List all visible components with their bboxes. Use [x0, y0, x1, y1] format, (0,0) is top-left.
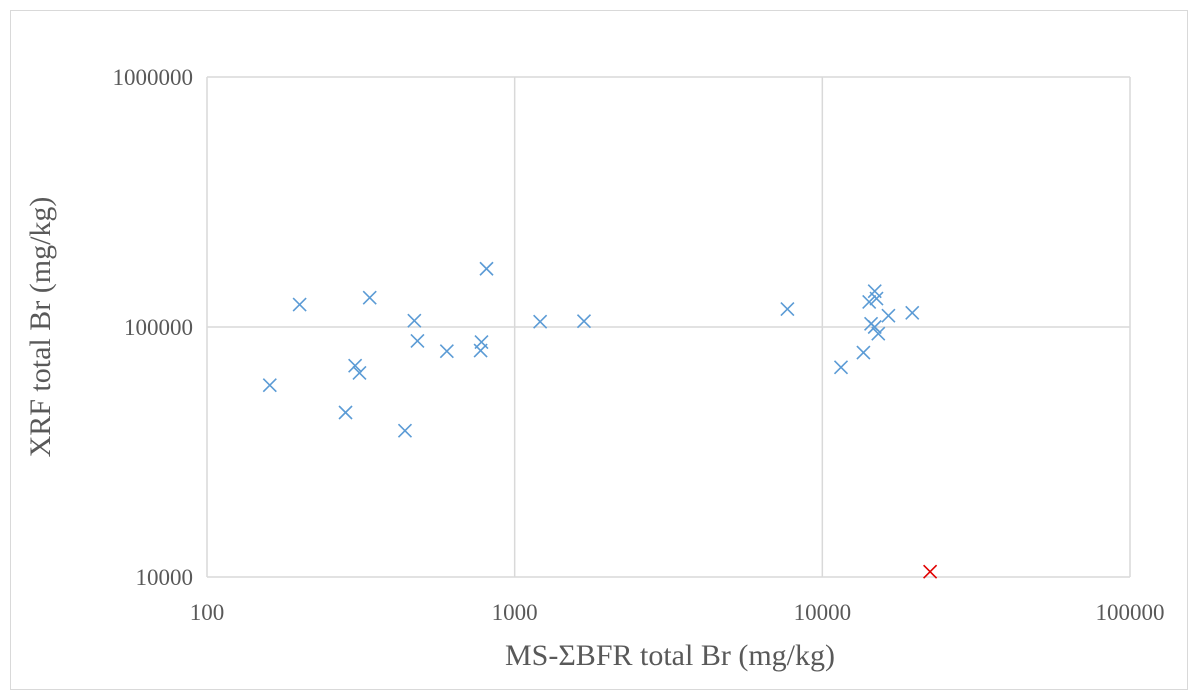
data-points: [262, 261, 938, 579]
data-point: [905, 305, 920, 320]
data-point: [871, 326, 886, 341]
data-point: [362, 290, 377, 305]
data-point: [881, 308, 896, 323]
data-point: [780, 301, 795, 317]
scatter-chart: 100 1000 10000 100000 10000 100000 1000000 MS-…: [24, 65, 1165, 672]
data-point: [407, 313, 422, 328]
y-tick-label: 1000000: [113, 65, 194, 90]
x-tick-label: 100000: [1096, 600, 1165, 625]
data-point: [576, 314, 592, 329]
grid-lines: [206, 76, 1131, 578]
y-tick-label: 10000: [136, 565, 194, 590]
data-point: [397, 423, 413, 438]
data-point: [292, 297, 307, 312]
data-point: [439, 344, 454, 359]
data-point: [533, 314, 548, 329]
x-tick-label: 1000: [492, 600, 538, 625]
data-point: [338, 405, 353, 420]
x-tick-label: 100: [190, 600, 225, 625]
data-point: [410, 333, 425, 348]
y-tick-label: 100000: [124, 315, 193, 340]
data-point: [867, 319, 882, 335]
data-point: [479, 261, 494, 276]
x-tick-label: 10000: [794, 600, 852, 625]
data-point: [474, 335, 489, 350]
x-axis-title: MS-ΣBFR total Br (mg/kg): [505, 639, 835, 672]
data-point: [869, 291, 884, 306]
data-point: [352, 365, 367, 381]
outlier-point: [923, 564, 938, 579]
tick-labels: 100 1000 10000 100000 10000 100000 1000000: [113, 65, 1165, 625]
data-point: [862, 294, 877, 309]
data-point: [262, 378, 277, 393]
data-point: [856, 345, 871, 360]
data-point: [348, 358, 363, 373]
data-point: [833, 360, 849, 375]
y-axis-title: XRF total Br (mg/kg): [24, 197, 57, 458]
